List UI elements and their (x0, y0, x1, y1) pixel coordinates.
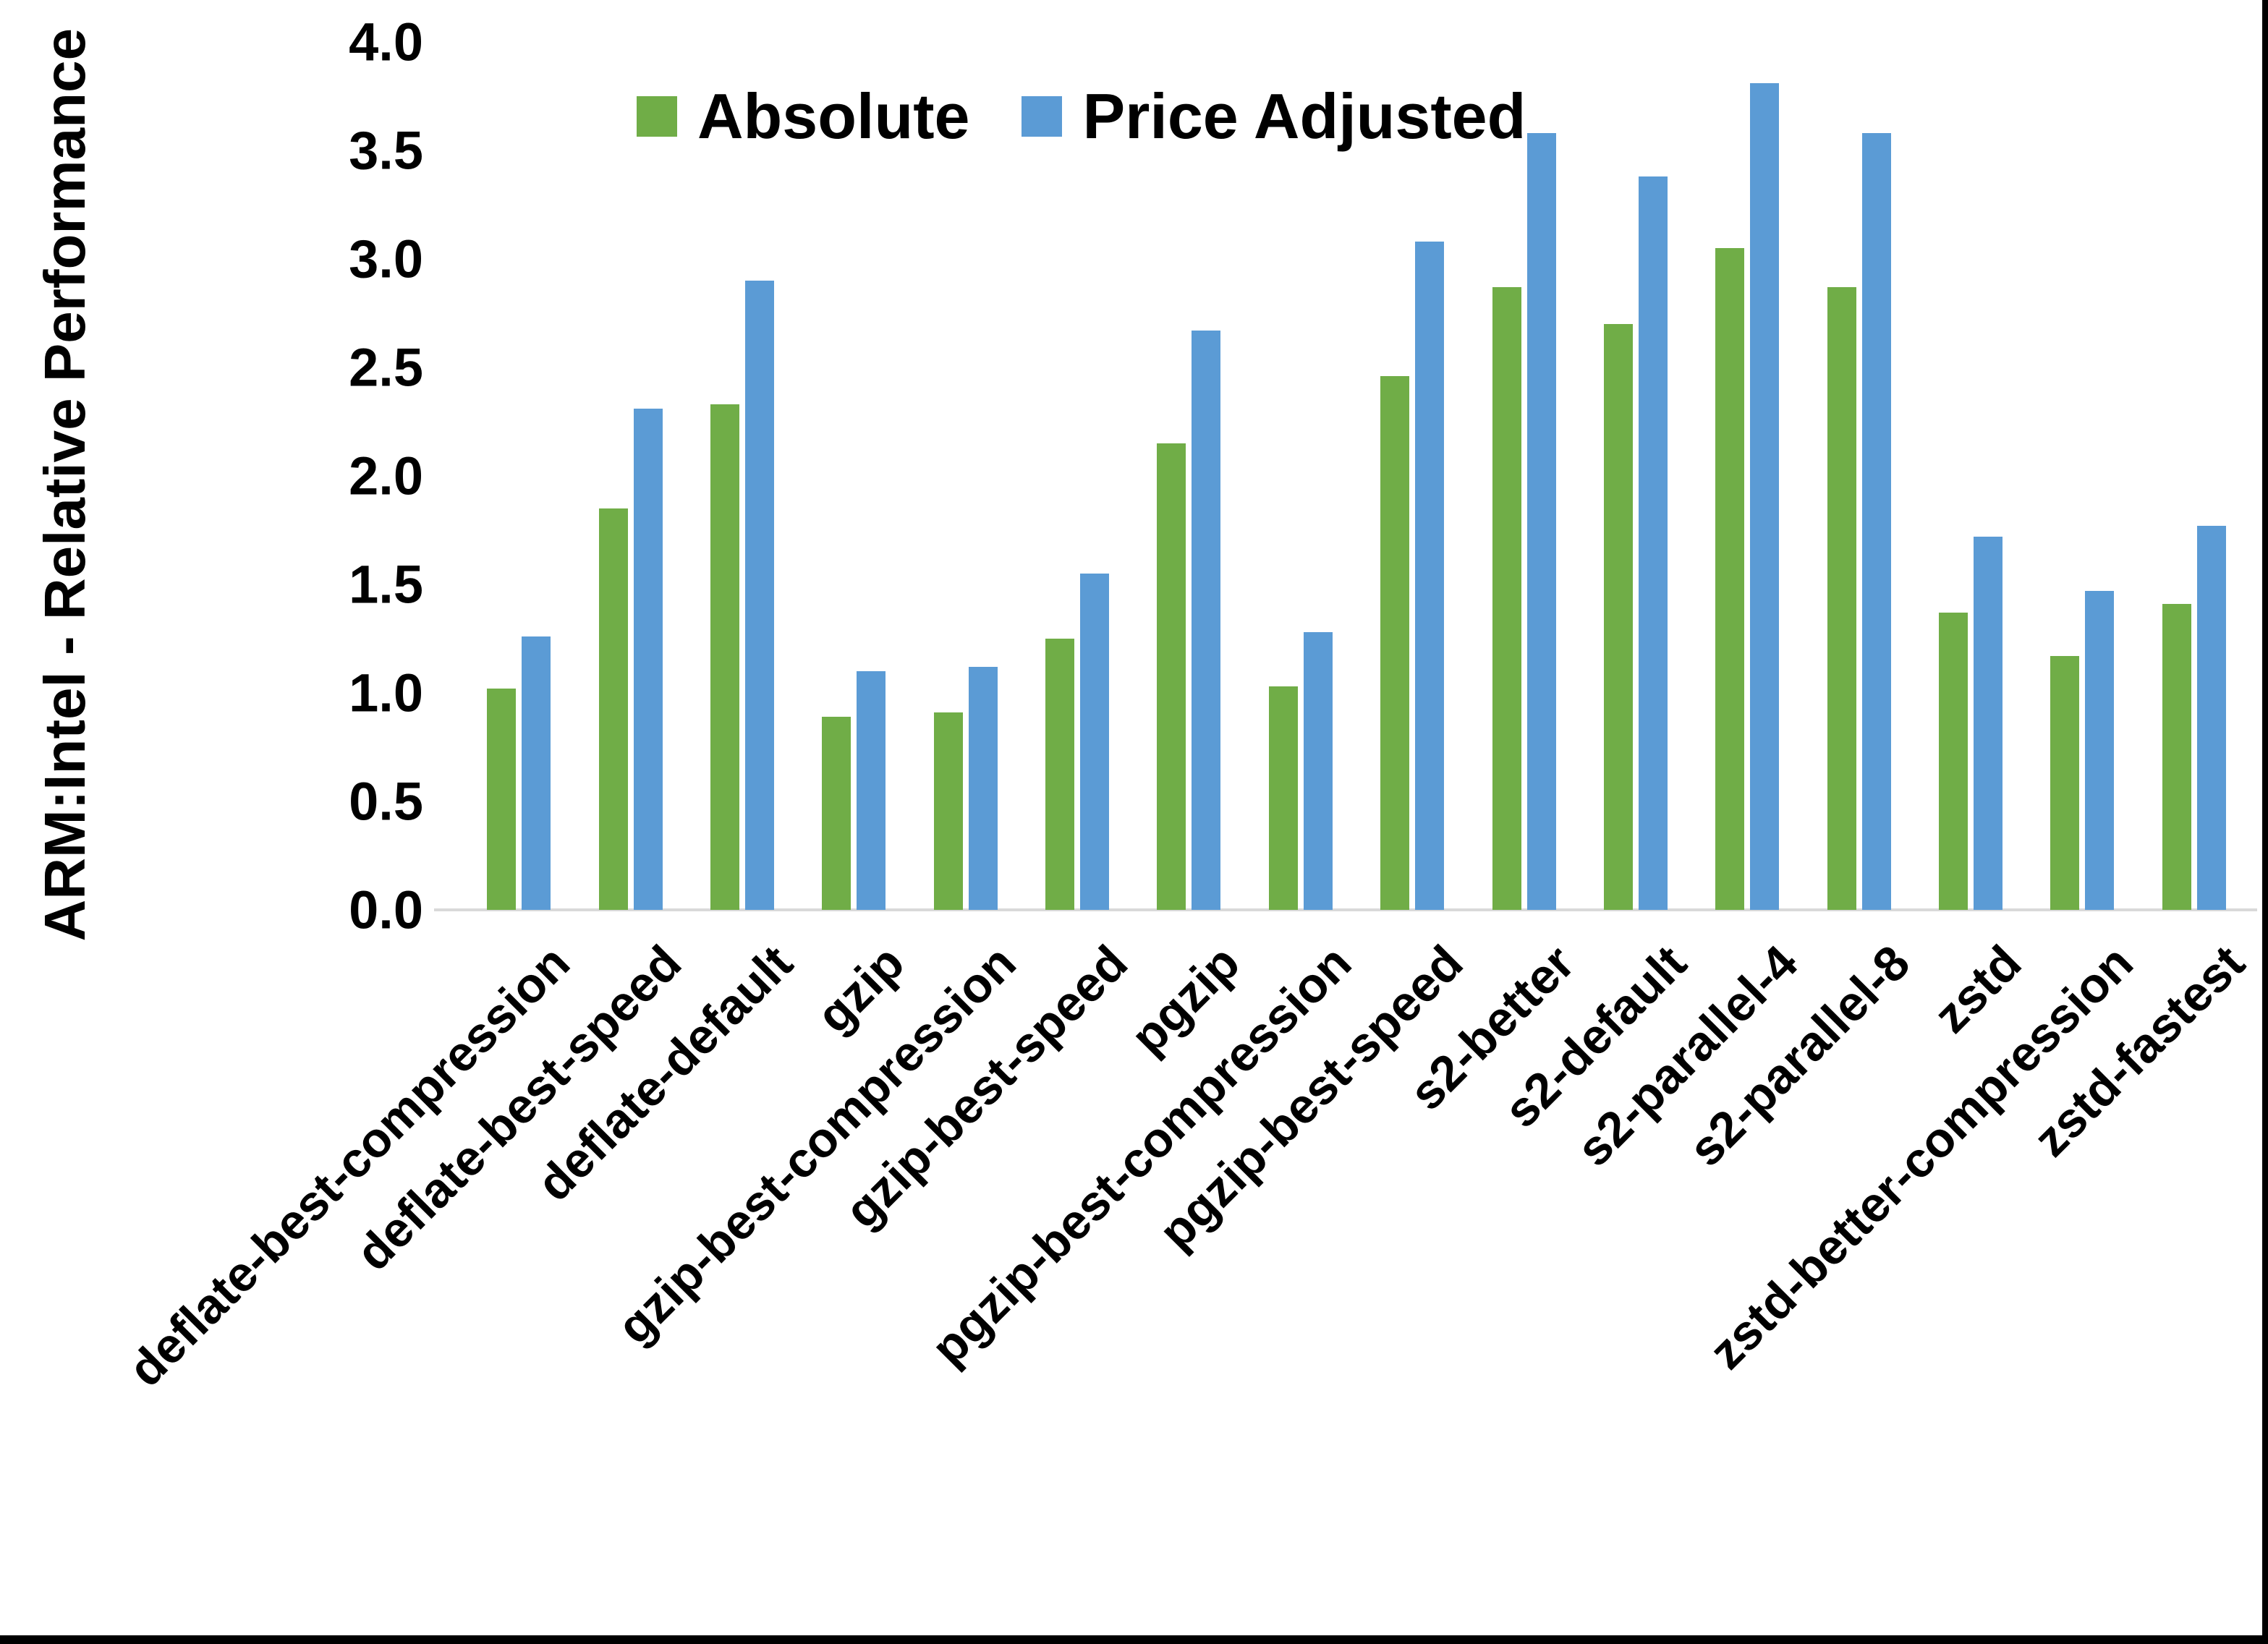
bar-absolute-gzip-best-compression (933, 712, 963, 910)
y-axis-tick-label: 4.0 (349, 12, 423, 72)
bar-absolute-deflate-best-compression (487, 689, 517, 910)
legend-swatch-price-adjusted (1022, 96, 1063, 137)
bar-price-adjusted-s2-better (1526, 133, 1556, 910)
y-axis-tick-label: 3.0 (349, 229, 423, 289)
slide-border-bottom (0, 1635, 2268, 1644)
bar-absolute-pgzip (1157, 443, 1186, 910)
bar-absolute-s2-parallel-4 (1715, 248, 1745, 910)
legend-label-price-adjusted: Price Adjusted (1082, 80, 1526, 152)
bar-price-adjusted-deflate-best-speed (633, 409, 663, 910)
legend-label-absolute: Absolute (697, 80, 970, 152)
y-axis-tick-label: 1.0 (349, 663, 423, 723)
bar-absolute-pgzip-best-speed (1380, 376, 1410, 910)
bar-price-adjusted-gzip-best-speed (1080, 574, 1110, 910)
y-axis-title-container: ARM:Intel - Relative Performance (7, 22, 123, 947)
bar-price-adjusted-zstd-fastest (2196, 526, 2226, 910)
plot-area (463, 42, 2250, 910)
bar-price-adjusted-deflate-default (744, 281, 774, 910)
bar-absolute-gzip-best-speed (1045, 639, 1075, 910)
y-axis-tick-label: 1.5 (349, 554, 423, 615)
bar-price-adjusted-s2-parallel-8 (1861, 133, 1891, 910)
x-axis-label-deflate-best-compression: deflate-best-compression (117, 934, 580, 1397)
bar-absolute-pgzip-best-compression (1268, 686, 1298, 910)
bar-price-adjusted-deflate-best-compression (522, 636, 551, 910)
bar-absolute-zstd (1939, 613, 1968, 910)
bar-absolute-s2-default (1603, 324, 1633, 910)
bar-absolute-gzip (822, 717, 851, 910)
bar-price-adjusted-s2-default (1638, 176, 1668, 910)
bar-price-adjusted-zstd-better-compression (2085, 591, 2115, 910)
legend-swatch-absolute (637, 96, 677, 137)
y-axis-tick-label: 3.5 (349, 120, 423, 181)
y-axis-tick-label: 2.0 (349, 446, 423, 506)
legend-item-absolute: Absolute (637, 80, 969, 153)
legend: Absolute Price Adjusted (637, 80, 1526, 153)
y-axis-tick-label: 0.5 (349, 771, 423, 832)
legend-item-price-adjusted: Price Adjusted (1022, 80, 1526, 153)
bar-absolute-zstd-fastest (2162, 604, 2191, 910)
bar-absolute-s2-parallel-8 (1827, 287, 1856, 910)
bar-price-adjusted-pgzip (1192, 331, 1221, 910)
slide-border-right (2262, 0, 2268, 1644)
bar-price-adjusted-zstd (1974, 537, 2003, 910)
bar-price-adjusted-gzip (857, 671, 886, 910)
bar-absolute-deflate-best-speed (598, 508, 628, 910)
x-axis-line (434, 908, 2257, 911)
y-axis-tick-label: 0.0 (349, 880, 423, 940)
y-axis-tick-label: 2.5 (349, 337, 423, 398)
bar-absolute-zstd-better-compression (2050, 656, 2080, 910)
bar-price-adjusted-pgzip-best-compression (1303, 632, 1333, 910)
bar-price-adjusted-pgzip-best-speed (1415, 242, 1445, 910)
bar-price-adjusted-gzip-best-compression (968, 667, 998, 910)
bar-absolute-deflate-default (710, 404, 739, 910)
bar-price-adjusted-s2-parallel-4 (1750, 83, 1780, 910)
y-axis-title: ARM:Intel - Relative Performance (33, 27, 97, 942)
bar-absolute-s2-better (1492, 287, 1521, 910)
